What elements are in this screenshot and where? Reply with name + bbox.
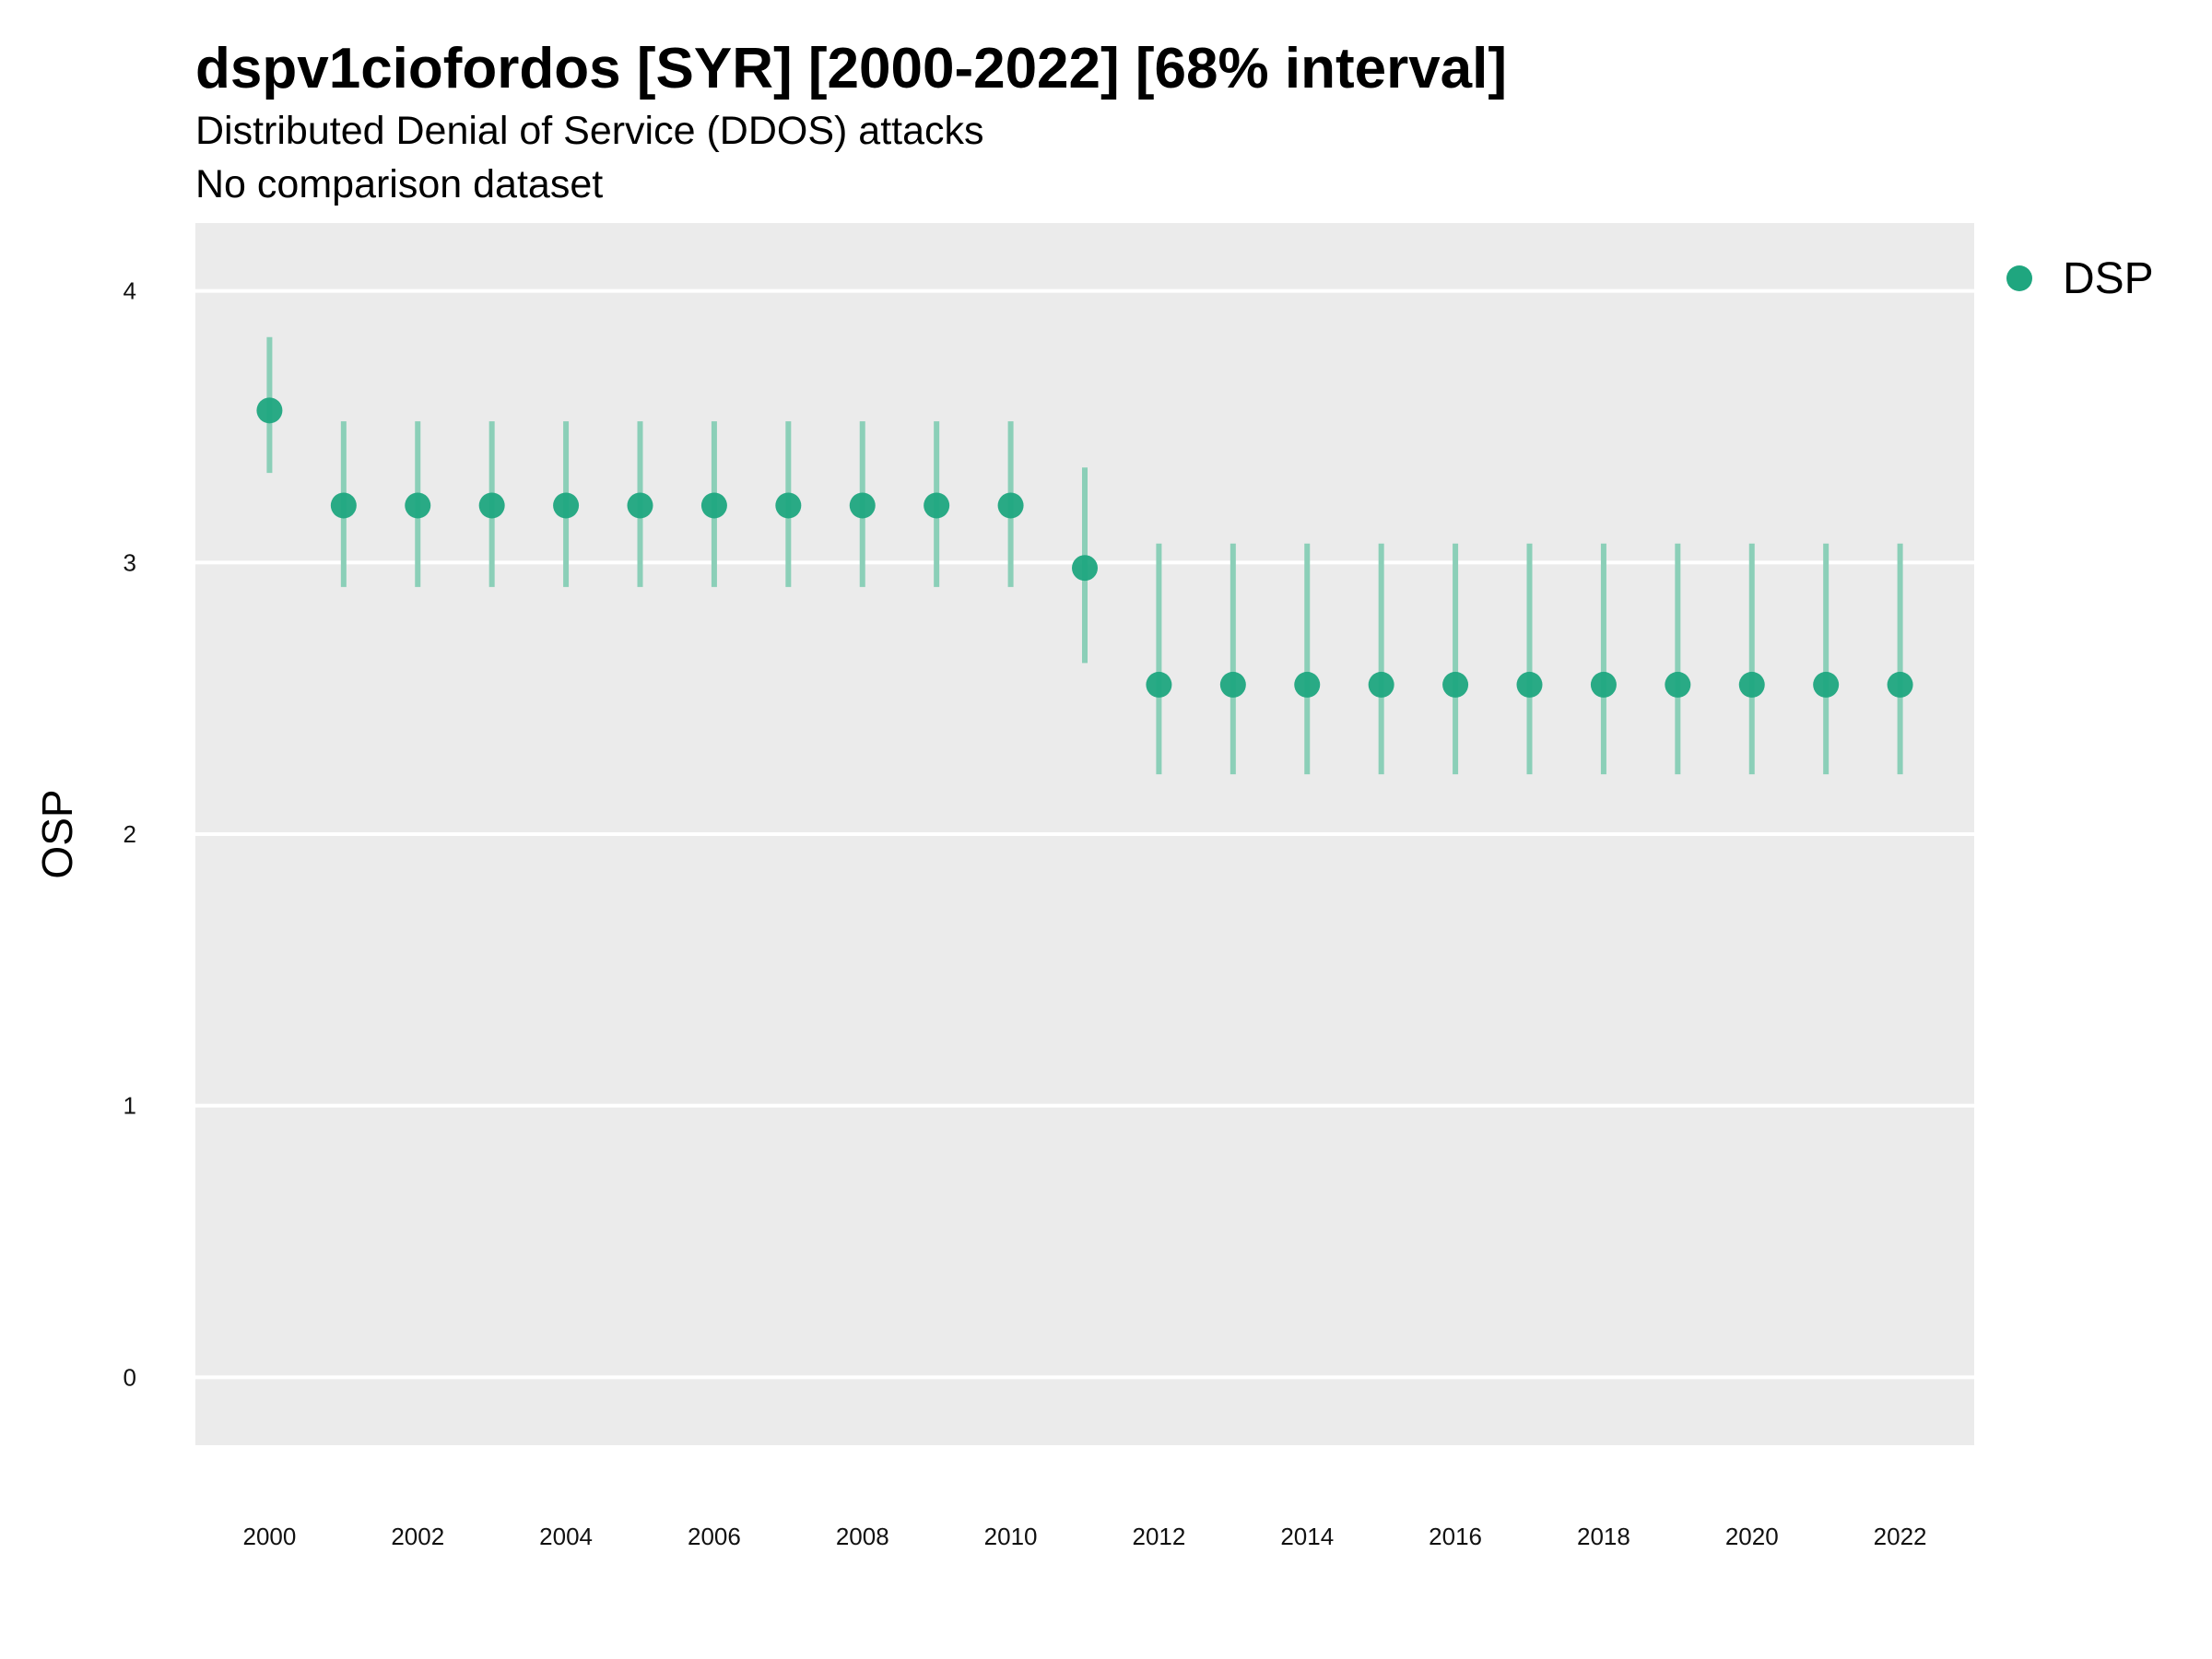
data-point [1146,671,1172,698]
data-point [997,492,1024,519]
data-point [553,492,580,519]
data-point [1294,671,1321,698]
data-point [700,492,727,519]
x-tick-label: 2014 [1280,1523,1334,1550]
y-tick-label: 3 [124,548,136,576]
data-point [330,492,357,519]
data-point [1590,671,1617,698]
y-tick-label: 0 [124,1363,136,1391]
data-point [1219,671,1246,698]
y-tick-label: 2 [124,820,136,848]
x-tick-label: 2004 [539,1523,593,1550]
data-point [1442,671,1469,698]
x-tick-label: 2010 [984,1523,1038,1550]
x-tick-label: 2012 [1132,1523,1185,1550]
data-point [1813,671,1840,698]
data-point [1072,555,1098,582]
x-axis-ticks: 2000 2002 2004 2006 2008 2010 2012 2014 2016 2018… [242,1523,1926,1550]
y-axis-ticks: 0 1 2 3 4 [124,277,136,1392]
x-tick-label: 2020 [1725,1523,1779,1550]
chart-title: dspv1ciofordos [SYR] [2000-2022] [68% in… [195,37,1507,100]
x-tick-label: 2000 [242,1523,296,1550]
x-tick-label: 2006 [688,1523,741,1550]
data-point [849,492,876,519]
legend: DSP [2006,254,2154,303]
data-point [924,492,950,519]
data-point [775,492,802,519]
y-tick-label: 1 [124,1092,136,1120]
x-tick-label: 2008 [836,1523,889,1550]
y-axis-label: OSP [33,789,81,878]
data-points [256,397,1913,698]
data-point [1368,671,1394,698]
chart-subtitle-line-2: No comparison dataset [195,162,603,206]
data-point [1887,671,1913,698]
data-point [256,397,283,424]
y-tick-label: 4 [124,277,136,305]
x-tick-label: 2018 [1577,1523,1630,1550]
data-point [478,492,505,519]
data-point [1738,671,1765,698]
data-point [405,492,431,519]
legend-label-dsp: DSP [2063,254,2154,303]
chart-subtitle-line-1: Distributed Denial of Service (DDOS) att… [195,109,984,153]
x-tick-label: 2016 [1429,1523,1482,1550]
x-tick-label: 2002 [391,1523,444,1550]
data-point [627,492,653,519]
data-point [1516,671,1543,698]
x-tick-label: 2022 [1874,1523,1927,1550]
data-point [1665,671,1691,698]
legend-key-dsp [2006,265,2032,291]
